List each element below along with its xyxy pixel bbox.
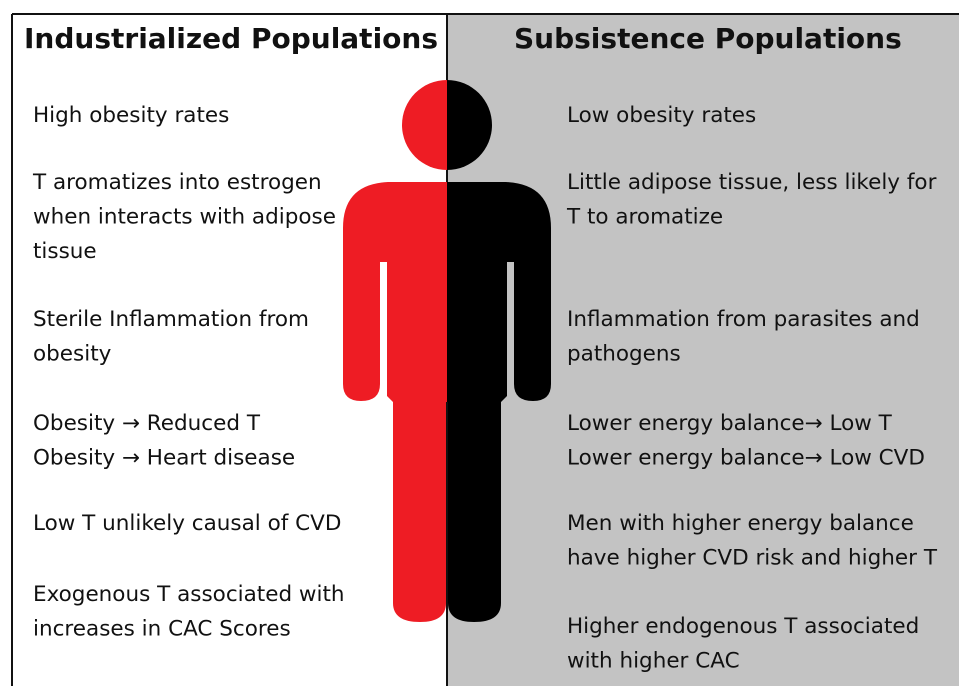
right-item-line: with higher CAC	[567, 649, 740, 674]
head-left	[402, 80, 447, 170]
right-item-line: Men with higher energy balance	[567, 511, 914, 536]
right-item-line: Little adipose tissue, less likely for	[567, 170, 937, 195]
left-item-line: T aromatizes into estrogen	[32, 170, 322, 195]
figure	[343, 80, 551, 622]
body-right	[447, 182, 551, 622]
right-item-line: Low obesity rates	[567, 103, 756, 128]
left-item-line: Obesity → Heart disease	[33, 446, 295, 471]
left-item-line: obesity	[33, 342, 112, 367]
left-item-line: Obesity → Reduced T	[33, 411, 261, 436]
left-item-line: Low T unlikely causal of CVD	[33, 511, 341, 536]
left-title: Industrialized Populations	[24, 22, 438, 55]
left-item-line: increases in CAC Scores	[33, 617, 291, 642]
right-item-line: Lower energy balance→ Low T	[567, 411, 893, 436]
right-item-line: T to aromatize	[566, 205, 723, 230]
right-item-line: pathogens	[567, 342, 681, 367]
left-item-line: tissue	[33, 239, 97, 264]
left-item-line: when interacts with adipose	[33, 205, 336, 230]
right-item-line: Higher endogenous T associated	[567, 614, 919, 639]
right-item-line: have higher CVD risk and higher T	[567, 546, 938, 571]
left-item-line: High obesity rates	[33, 103, 229, 128]
left-item-line: Exogenous T associated with	[33, 582, 345, 607]
right-item-line: Lower energy balance→ Low CVD	[567, 446, 925, 471]
right-title: Subsistence Populations	[514, 22, 902, 55]
left-item-line: Sterile Inflammation from	[33, 307, 309, 332]
body-left	[343, 182, 447, 622]
right-item-line: Inflammation from parasites and	[567, 307, 920, 332]
head-right	[447, 80, 492, 170]
